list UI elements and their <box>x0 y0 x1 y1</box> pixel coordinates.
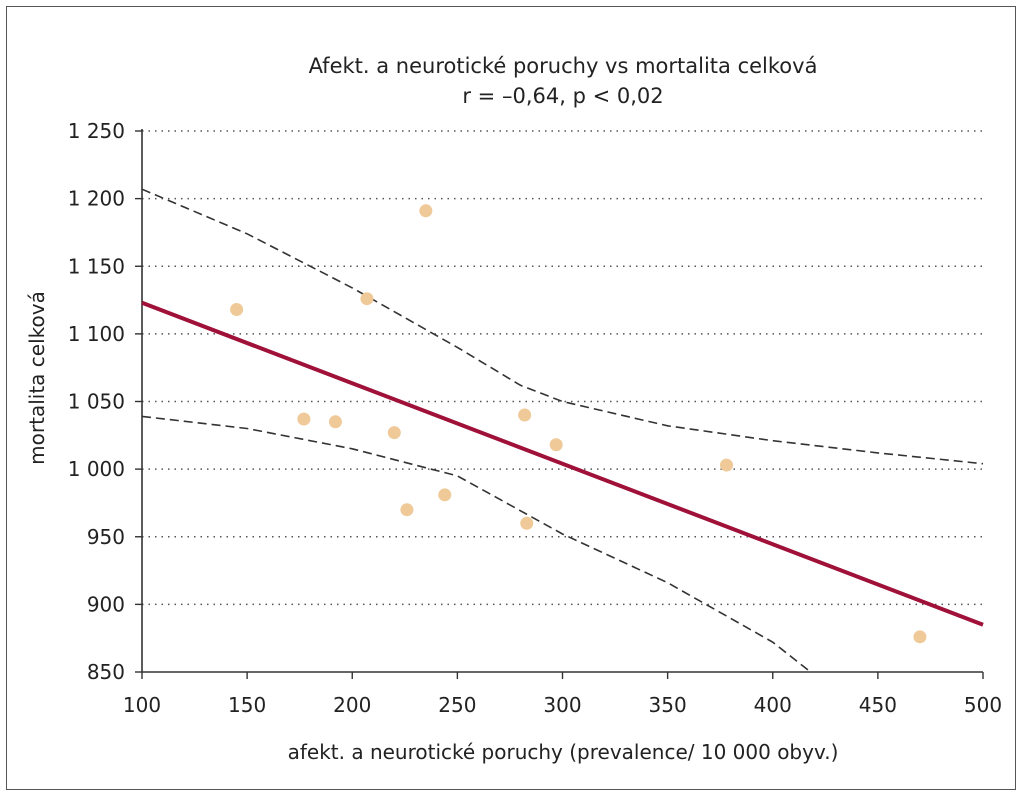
x-tick-label-1: 150 <box>228 693 266 717</box>
confidence-bands <box>141 188 984 673</box>
chart-subtitle: r = –0,64, p < 0,02 <box>462 84 663 108</box>
data-point-12 <box>913 630 927 644</box>
x-tick-label-6: 400 <box>754 693 792 717</box>
y-tick-label-7: 1 200 <box>68 187 125 211</box>
data-point-9 <box>520 516 534 530</box>
x-tick-label-5: 350 <box>649 693 687 717</box>
y-tick-labels: 850 900 950 1 000 1 050 1 100 1 150 1 200 1 250 <box>68 119 125 684</box>
y-axis-label: mortalita celková <box>25 291 49 465</box>
x-tick-label-0: 100 <box>123 693 161 717</box>
data-point-11 <box>719 458 733 472</box>
x-tick-label-4: 300 <box>543 693 581 717</box>
ci-upper-line <box>141 188 984 465</box>
y-tick-label-3: 1 000 <box>68 457 125 481</box>
regression-line <box>141 300 984 627</box>
chart-frame <box>6 6 1016 790</box>
ci-lower-line <box>141 415 812 673</box>
x-tick-label-7: 450 <box>859 693 897 717</box>
data-point-1 <box>297 412 311 426</box>
y-tick-label-6: 1 150 <box>68 254 125 278</box>
x-tick-label-2: 200 <box>333 693 371 717</box>
data-point-0 <box>230 303 244 317</box>
x-axis-label: afekt. a neurotické poruchy (prevalence/… <box>288 740 839 764</box>
y-tick-label-8: 1 250 <box>68 119 125 143</box>
x-tick-label-3: 250 <box>438 693 476 717</box>
x-tick-label-8: 500 <box>964 693 1002 717</box>
y-tick-label-2: 950 <box>87 525 125 549</box>
data-points <box>230 204 927 644</box>
data-point-8 <box>518 408 532 422</box>
data-point-4 <box>387 426 401 440</box>
y-tick-label-1: 900 <box>87 592 125 616</box>
axes <box>135 129 984 679</box>
data-point-10 <box>549 438 563 452</box>
chart-title: Afekt. a neurotické poruchy vs mortalita… <box>309 54 818 78</box>
y-tick-label-5: 1 100 <box>68 322 125 346</box>
y-tick-label-0: 850 <box>87 660 125 684</box>
data-point-2 <box>328 415 342 429</box>
regression-line-group <box>141 300 984 627</box>
y-tick-label-4: 1 050 <box>68 390 125 414</box>
data-point-6 <box>419 204 433 218</box>
x-tick-labels: 100 150 200 250 300 350 400 450 500 <box>123 693 1002 717</box>
data-point-7 <box>438 488 452 502</box>
data-point-3 <box>360 292 374 306</box>
data-point-5 <box>400 503 414 517</box>
